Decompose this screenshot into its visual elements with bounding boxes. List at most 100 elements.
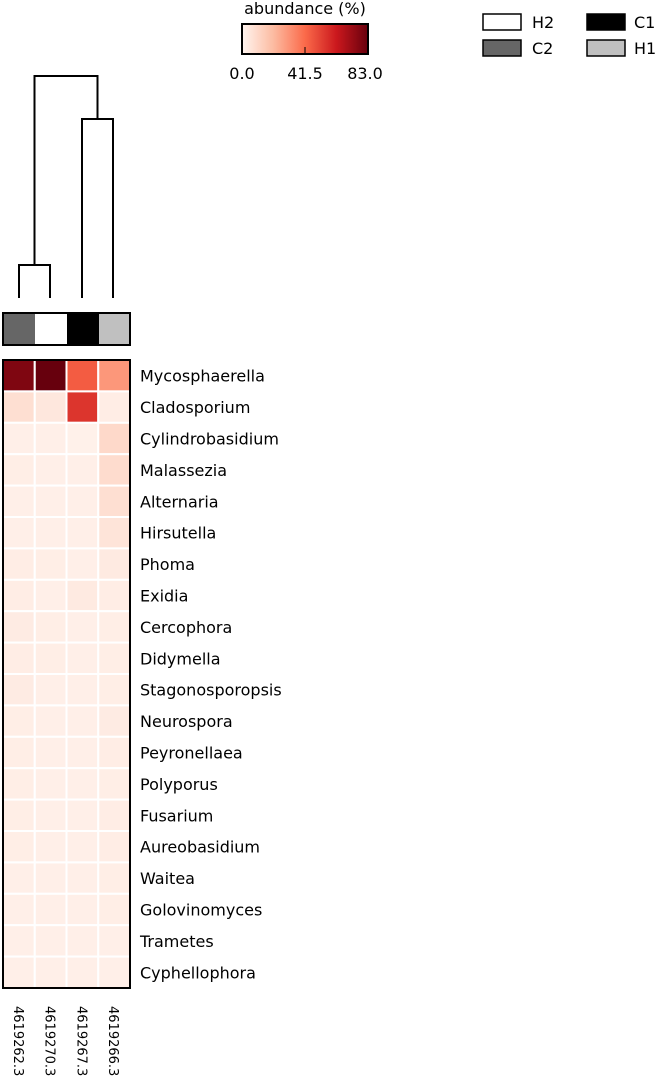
heatmap-cell xyxy=(65,390,100,424)
heatmap-cell xyxy=(2,547,36,581)
heatmap-cell xyxy=(65,704,100,738)
heatmap-cell xyxy=(97,861,131,895)
heatmap-cell xyxy=(2,390,36,424)
dendrogram-branch-left xyxy=(18,264,51,298)
heatmap-cell xyxy=(33,704,68,738)
heatmap-cell xyxy=(33,735,68,770)
legend-label-c2: C2 xyxy=(532,39,553,58)
heatmap-cell xyxy=(65,892,100,927)
heatmap-cell xyxy=(33,547,68,581)
heatmap-cell xyxy=(97,359,131,393)
heatmap-cell xyxy=(2,892,36,927)
column-label: 4619267.3 xyxy=(73,1006,88,1076)
heatmap-cell xyxy=(65,516,100,550)
heatmap-cell xyxy=(65,735,100,770)
row-label: Golovinomyces xyxy=(140,901,262,920)
heatmap-cell xyxy=(33,892,68,927)
row-label: Alternaria xyxy=(140,492,219,511)
row-label: Fusarium xyxy=(140,806,213,825)
colorbar-tick-label: 83.0 xyxy=(347,64,383,83)
heatmap-cell xyxy=(2,641,36,675)
dendrogram-branch-right xyxy=(81,118,114,298)
row-label: Neurospora xyxy=(140,712,233,731)
heatmap-cell xyxy=(33,798,68,832)
heatmap-cell xyxy=(2,830,36,864)
heatmap-cell xyxy=(65,421,100,456)
row-label: Mycosphaerella xyxy=(140,367,265,386)
heatmap-cell xyxy=(33,610,68,644)
heatmap-cell xyxy=(2,735,36,770)
group-cell xyxy=(99,313,130,345)
heatmap-cell xyxy=(97,641,131,675)
heatmap-cell xyxy=(97,955,131,989)
group-cell xyxy=(35,313,67,345)
row-label: Trametes xyxy=(139,932,214,951)
heatmap-cell xyxy=(33,924,68,958)
heatmap-cell xyxy=(65,484,100,519)
heatmap-cell xyxy=(2,861,36,895)
group-strip xyxy=(2,312,131,346)
dendrogram xyxy=(18,75,114,298)
legend-label-h2: H2 xyxy=(532,13,554,32)
heatmap-cell xyxy=(97,673,131,707)
row-label: Hirsutella xyxy=(140,524,216,543)
column-labels: 4619262.3 4619270.3 4619267.3 4619266.3 xyxy=(10,1006,120,1076)
row-label: Stagonosporopsis xyxy=(140,681,282,700)
heatmap-border xyxy=(2,359,131,989)
heatmap-cell xyxy=(2,484,36,519)
heatmap-cell xyxy=(33,955,68,989)
column-label: 4619266.3 xyxy=(105,1006,120,1076)
colorbar-title: abundance (%) xyxy=(244,0,366,18)
heatmap-cell xyxy=(33,641,68,675)
heatmap-cell xyxy=(2,704,36,738)
colorbar-tick-label: 41.5 xyxy=(287,64,323,83)
heatmap-cell xyxy=(33,453,68,487)
row-label: Waitea xyxy=(140,869,195,888)
legend-swatch-h2 xyxy=(482,13,522,31)
group-cell xyxy=(67,313,99,345)
heatmap-cell xyxy=(65,798,100,832)
row-labels: Mycosphaerella Cladosporium Cylindrobasidi… xyxy=(139,367,282,983)
row-label: Cladosporium xyxy=(140,398,250,417)
heatmap-cell xyxy=(65,578,100,613)
heatmap-cell xyxy=(97,547,131,581)
heatmap-cell xyxy=(33,861,68,895)
dendrogram-branch-root xyxy=(33,75,99,265)
heatmap-cell xyxy=(33,359,68,393)
heatmap-cell xyxy=(97,421,131,456)
heatmap-cell xyxy=(33,484,68,519)
heatmap-cell xyxy=(2,453,36,487)
row-label: Peyronellaea xyxy=(140,744,243,763)
group-strip-border xyxy=(2,312,131,346)
heatmap-cell xyxy=(33,421,68,456)
heatmap-cell xyxy=(65,924,100,958)
heatmap-cell xyxy=(2,516,36,550)
heatmap-cell xyxy=(2,767,36,801)
heatmap-cell xyxy=(2,610,36,644)
heatmap-cell xyxy=(33,830,68,864)
heatmap-cell xyxy=(33,578,68,613)
heatmap-cell xyxy=(97,610,131,644)
row-label: Aureobasidium xyxy=(140,838,260,857)
legend-label-c1: C1 xyxy=(634,13,655,32)
heatmap-cell xyxy=(97,830,131,864)
row-label: Polyporus xyxy=(140,775,218,794)
heatmap-cell xyxy=(97,578,131,613)
colorbar-tick-label: 0.0 xyxy=(229,64,254,83)
legend-label-h1: H1 xyxy=(634,39,656,58)
column-label: 4619262.3 xyxy=(10,1006,25,1076)
legend-swatch-h1 xyxy=(586,39,626,57)
heatmap-cell xyxy=(97,798,131,832)
row-label: Cercophora xyxy=(140,618,232,637)
heatmap-cell xyxy=(97,924,131,958)
heatmap-cell xyxy=(2,578,36,613)
legend-swatch-c1 xyxy=(586,13,626,31)
row-label: Cylindrobasidium xyxy=(140,430,279,449)
colorbar: abundance (%) 0.0 41.5 83.0 xyxy=(229,0,383,83)
heatmap-cell xyxy=(2,359,36,393)
heatmap-cell xyxy=(97,704,131,738)
heatmap-cell xyxy=(33,516,68,550)
heatmap-cell xyxy=(65,673,100,707)
heatmap-cell xyxy=(65,359,100,393)
